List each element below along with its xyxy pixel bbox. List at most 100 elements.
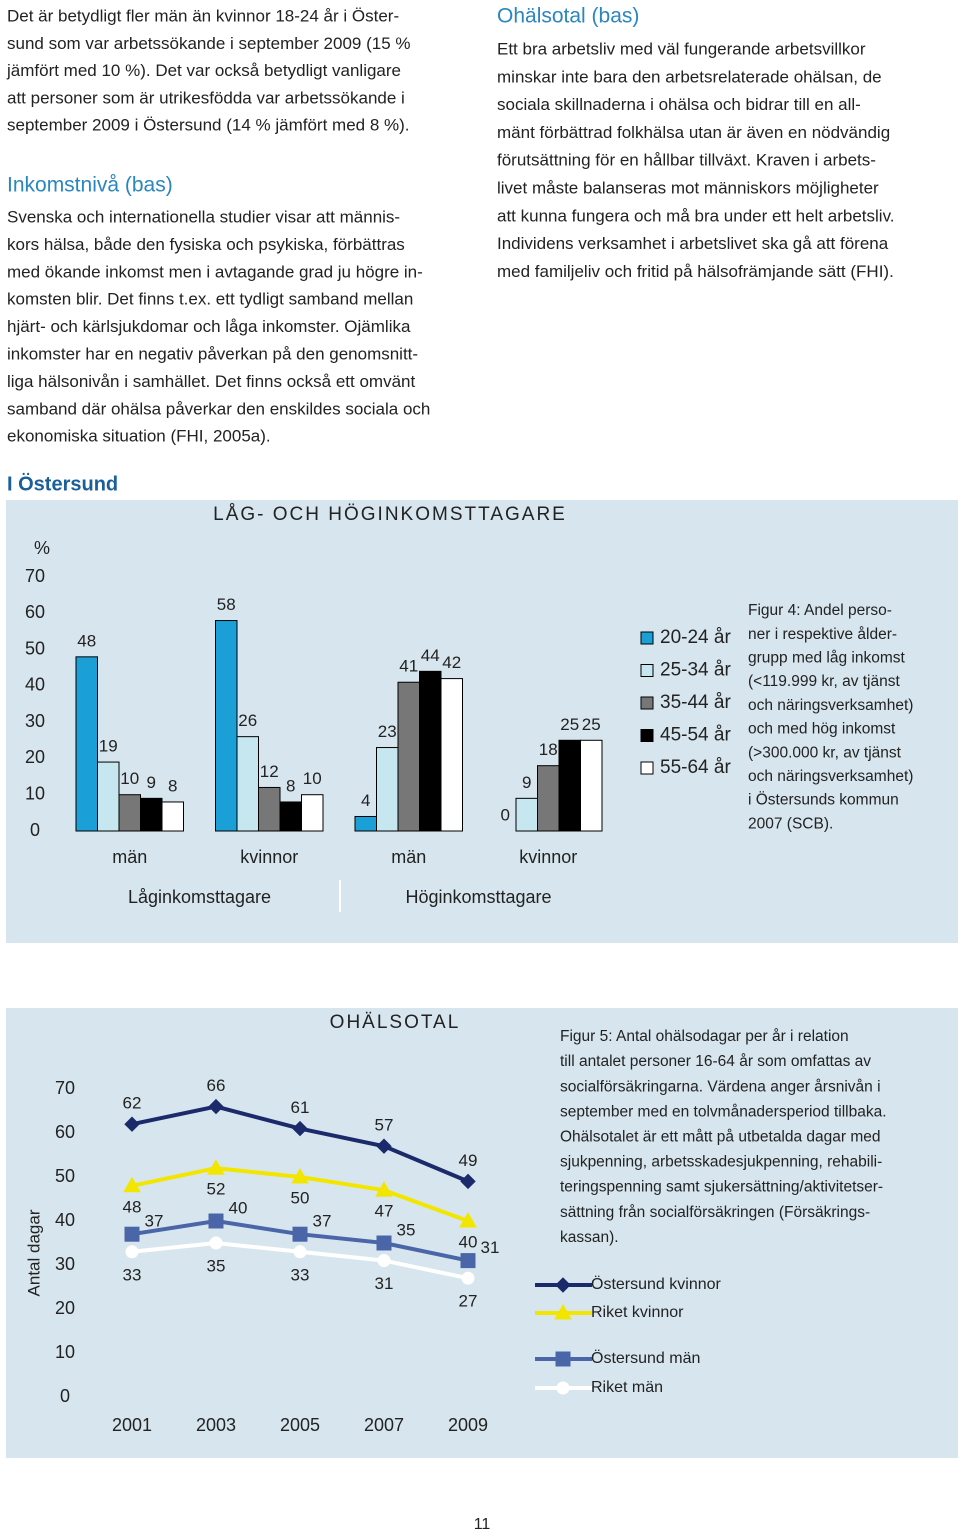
text-line: livet måste balanseras mot människors mö… (497, 178, 879, 197)
marker (207, 1159, 225, 1175)
heading: Inkomstnivå (bas) (7, 174, 173, 197)
axis-label: Antal dagar (24, 1209, 43, 1296)
legend-swatch (640, 761, 654, 775)
data-label: 40 (459, 1232, 478, 1251)
data-label: 8 (286, 776, 295, 795)
bar (397, 681, 420, 832)
text-line: september 2009 i Östersund (14 % jämfört… (7, 116, 410, 135)
y-tick-label: 0 (30, 820, 40, 840)
marker (125, 1245, 139, 1259)
text-line: och näringsverksamhet) (748, 768, 913, 785)
marker (555, 1351, 571, 1367)
text-line: Ett bra arbetsliv med väl fungerande arb… (497, 39, 866, 58)
data-label: 23 (378, 722, 397, 741)
text-line: socialförsäkringarna. Värdena anger årsn… (560, 1078, 881, 1095)
text-line: teringspenning samt sjukersättning/aktiv… (560, 1179, 883, 1196)
data-label: 9 (522, 773, 531, 792)
legend-label: 55-64 år (660, 757, 731, 778)
data-label: 57 (375, 1116, 394, 1135)
group-label: Låginkomsttagare (128, 887, 271, 907)
bar (301, 794, 324, 832)
marker (291, 1167, 309, 1184)
marker (554, 1303, 572, 1320)
category-label: kvinnor (240, 847, 298, 867)
y-tick-label: 70 (55, 1078, 75, 1098)
bar (376, 747, 399, 832)
data-label: 31 (375, 1274, 394, 1293)
page-number: 11 (474, 1516, 491, 1533)
data-label: 37 (145, 1212, 164, 1231)
text-line: att personer som är utrikesfödda var arb… (7, 88, 405, 107)
marker (555, 1277, 571, 1293)
marker (375, 1181, 393, 1197)
text-line: mänt förbättrad folkhälsa utan är även e… (497, 123, 890, 142)
data-label: 62 (123, 1094, 142, 1113)
data-label: 9 (147, 773, 156, 792)
marker (208, 1213, 224, 1229)
chart-title: OHÄLSOTAL (330, 1012, 461, 1033)
y-tick-label: 30 (55, 1254, 75, 1274)
marker (377, 1254, 391, 1268)
data-label: 37 (313, 1212, 332, 1231)
text-line: Figur 4: Andel perso- (748, 602, 892, 619)
legend-label: 35-44 år (660, 692, 731, 713)
marker (460, 1253, 476, 1269)
text-line: sund som var arbetssökande i september 2… (7, 34, 411, 53)
text-line: ekonomiska situation (FHI, 2005a). (7, 427, 271, 446)
text-line: komsten blir. Det finns t.ex. ett tydlig… (7, 290, 413, 309)
legend-label: 25-34 år (660, 660, 731, 681)
data-label: 52 (207, 1180, 226, 1199)
bar (97, 761, 120, 832)
legend-label: Riket kvinnor (591, 1304, 684, 1321)
bar (440, 678, 463, 832)
marker (123, 1176, 141, 1193)
data-label: 48 (77, 631, 96, 650)
bar (75, 656, 98, 832)
text-line: Figur 5: Antal ohälsodagar per år i rela… (560, 1028, 849, 1045)
legend-label: 45-54 år (660, 725, 731, 746)
bar (558, 739, 581, 832)
text-line: grupp med låg inkomst (748, 649, 905, 666)
text-line: Det är betydligt fler män än kvinnor 18-… (7, 6, 399, 25)
marker (209, 1236, 223, 1250)
y-tick-label: 20 (55, 1298, 75, 1318)
data-label: 61 (291, 1098, 310, 1117)
data-label: 31 (481, 1238, 500, 1257)
data-label: 33 (291, 1265, 310, 1284)
text-line: samband där ohälsa påverkar den enskilde… (7, 399, 430, 418)
y-tick-label: 30 (25, 711, 45, 731)
data-label: 25 (560, 715, 579, 734)
data-label: 26 (238, 711, 257, 730)
marker (556, 1381, 570, 1395)
chart-panel (6, 1008, 958, 1458)
y-tick-label: 20 (25, 747, 45, 767)
marker (293, 1245, 307, 1259)
bar (537, 765, 560, 832)
data-label: 8 (168, 776, 177, 795)
text-line: med familjeliv och fritid på hälsofrämja… (497, 262, 894, 281)
data-label: 10 (120, 769, 139, 788)
marker (292, 1226, 308, 1242)
text-line: (<119.999 kr, av tjänst (748, 673, 900, 690)
bar (279, 801, 302, 832)
chart-title: LÅG- OCH HÖGINKOMSTTAGARE (213, 504, 567, 525)
x-tick-label: 2005 (280, 1415, 320, 1435)
marker (124, 1226, 140, 1242)
data-label: 4 (361, 791, 370, 810)
group-label: Höginkomsttagare (405, 887, 551, 907)
text-line: ner i respektive ålder- (748, 626, 897, 643)
y-tick-label: 10 (55, 1342, 75, 1362)
bar (118, 794, 141, 832)
y-tick-label: 0 (60, 1386, 70, 1406)
data-label: 50 (291, 1188, 310, 1207)
legend-swatch (640, 696, 654, 710)
legend-label: Riket män (591, 1379, 663, 1396)
text-line: Ohälsotalet är ett mått på utbetalda dag… (560, 1128, 881, 1145)
text-line: 2007 (SCB). (748, 815, 833, 832)
text-line: sjukpenning, arbetsskadesjukpenning, reh… (560, 1154, 882, 1171)
y-tick-label: 40 (25, 675, 45, 695)
y-tick-label: 60 (55, 1122, 75, 1142)
legend-swatch (640, 729, 654, 742)
data-label: 10 (303, 769, 322, 788)
data-label: 12 (260, 762, 279, 781)
